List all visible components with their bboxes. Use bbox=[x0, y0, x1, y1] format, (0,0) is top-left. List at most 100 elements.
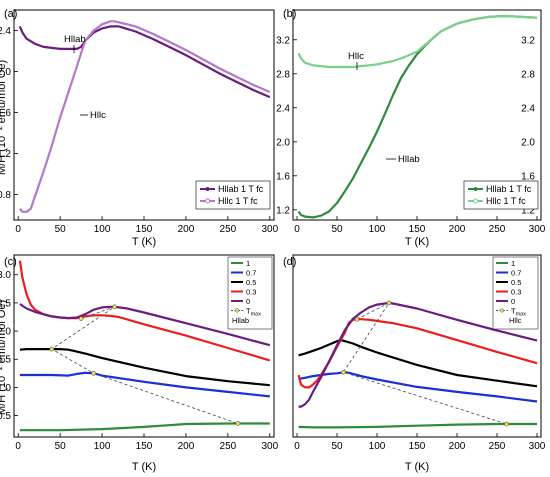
annotation-a-hllab: Hllab bbox=[64, 34, 86, 45]
tmax-point-c-1 bbox=[112, 304, 117, 310]
xtick-label-c-2: 100 bbox=[94, 441, 111, 452]
legend-d-label-4: 0 bbox=[511, 297, 515, 306]
xtick-label-a-3: 150 bbox=[136, 224, 153, 235]
legend-c-label-5: Tmax bbox=[246, 306, 261, 317]
panel-b-xlabel: T (K) bbox=[405, 236, 429, 248]
tmax-point-d-3 bbox=[504, 421, 509, 427]
ylabel-bottom: M/H (10⁻² emu/mol Oe) bbox=[0, 300, 8, 415]
panel-a-xlabel: T (K) bbox=[132, 236, 156, 248]
xtick-label-c-6: 300 bbox=[261, 441, 278, 452]
series-line-d-4 bbox=[298, 301, 538, 408]
panel-d: (d) 0 50 100 150 200 250 300 T (K) Hllc 10.70.… bbox=[283, 254, 546, 473]
ytick-label-a-3: 2.0 bbox=[0, 67, 11, 78]
ylabel-top: M/H (10⁻² emu/mol Oe) bbox=[0, 60, 8, 175]
xtick-label-d-1: 50 bbox=[331, 441, 343, 452]
xtick-label-a-0: 0 bbox=[15, 224, 21, 235]
ytick-label-a-1: 1.2 bbox=[0, 149, 11, 160]
tmax-point-d-0 bbox=[354, 316, 360, 322]
legend-c-label-4: 0 bbox=[246, 297, 250, 306]
ytick-label-b-0: 1.2 bbox=[276, 205, 290, 216]
panel-a-plot: 0 50 100 150 200 250 300 0.8 1.2 1.6 2.0 2.4 bbox=[0, 20, 279, 235]
series-line-c-4 bbox=[19, 303, 271, 347]
legend-d-label-5: Tmax bbox=[511, 306, 526, 317]
panel-d-label: (d) bbox=[283, 256, 296, 268]
ylabel-top-text: M/H (10⁻² emu/mol Oe) bbox=[0, 60, 8, 175]
series-line-a-0 bbox=[18, 25, 271, 99]
ytick-label-a-0: 0.8 bbox=[0, 190, 11, 201]
tmax-point-c-0 bbox=[78, 316, 84, 321]
legend-b-marker-1 bbox=[473, 198, 478, 204]
panel-d-xlabel: T (K) bbox=[405, 461, 429, 473]
ytick-label-b-3: 2.4 bbox=[276, 103, 290, 114]
series-line-c-1 bbox=[19, 371, 270, 398]
ytick-label-b-1: 1.6 bbox=[276, 171, 290, 182]
legend-a-box bbox=[195, 180, 271, 210]
xtick-label-b-0: 0 bbox=[294, 224, 300, 235]
legend-a-label-1: Hllc 1 T fc bbox=[218, 196, 258, 206]
xtick-label-d-4: 200 bbox=[449, 441, 466, 452]
xtick-label-b-2: 100 bbox=[369, 224, 386, 235]
legend-c-label-1: 0.7 bbox=[246, 268, 256, 277]
tmax-point-d-2 bbox=[341, 369, 346, 375]
legend-c-label-2: 0.5 bbox=[246, 278, 256, 287]
series-line-d-0 bbox=[298, 422, 537, 429]
ytick-right-label-b-5: 3.2 bbox=[521, 35, 535, 46]
legend-c-marker-5 bbox=[234, 308, 240, 313]
annotation-a-hllc: Hllc bbox=[90, 110, 106, 121]
series-line-d-3 bbox=[297, 318, 538, 389]
xtick-label-b-6: 300 bbox=[529, 224, 546, 235]
xtick-label-c-3: 150 bbox=[136, 441, 153, 452]
ytick-label-a-2: 1.6 bbox=[0, 108, 11, 119]
ytick-label-b-2: 2.0 bbox=[276, 137, 290, 148]
series-line-d-5 bbox=[342, 302, 507, 425]
panel-c-plot: 0 50 100 150 200 250 300 0.5 1.0 1.5 2.0 2.5 3.0 bbox=[0, 260, 279, 452]
panel-a-frame bbox=[13, 9, 275, 221]
xtick-label-a-2: 100 bbox=[94, 224, 111, 235]
legend-d-label-2: 0.5 bbox=[511, 278, 521, 287]
panel-c-xlabel: T (K) bbox=[132, 461, 156, 473]
legend-c-label-sub: max bbox=[251, 311, 262, 317]
legend-b-marker-0 bbox=[473, 187, 478, 191]
xtick-label-a-6: 300 bbox=[261, 224, 278, 235]
annotation-b-hllab: Hllab bbox=[398, 154, 420, 165]
xtick-label-b-1: 50 bbox=[331, 224, 343, 235]
xtick-label-c-4: 200 bbox=[178, 441, 195, 452]
panel-c-frame bbox=[13, 254, 275, 438]
ytick-label-b-4: 2.8 bbox=[276, 69, 290, 80]
legend-b: Hllab 1 T fc Hllc 1 T fc bbox=[463, 180, 539, 210]
legend-d-label-3: 0.3 bbox=[511, 287, 521, 296]
xtick-label-d-3: 150 bbox=[409, 441, 426, 452]
ytick-right-label-b-3: 2.4 bbox=[521, 103, 535, 114]
ytick-label-c-1: 1.0 bbox=[0, 383, 11, 394]
legend-c-note: Hllab bbox=[232, 316, 249, 325]
ytick-right-label-b-0: 1.2 bbox=[521, 205, 535, 216]
ylabel-bottom-text: M/H (10⁻² emu/mol Oe) bbox=[0, 300, 8, 415]
ytick-right-label-b-2: 2.0 bbox=[521, 137, 535, 148]
xtick-label-c-0: 0 bbox=[15, 441, 21, 452]
ytick-label-c-3: 2.0 bbox=[0, 327, 11, 338]
series-line-d-2 bbox=[298, 339, 538, 388]
legend-d-box bbox=[492, 256, 539, 330]
panel-d-frame bbox=[292, 254, 542, 438]
tmax-point-c-4 bbox=[235, 421, 241, 426]
ytick-right-label-b-1: 1.6 bbox=[521, 171, 535, 182]
panel-b-plot: 0 50 100 150 200 250 300 1.2 1.6 2.0 2.4 2.8 3.2 1.2 1… bbox=[276, 14, 546, 235]
xtick-label-d-6: 300 bbox=[529, 441, 546, 452]
panel-b-frame bbox=[292, 9, 542, 221]
ytick-label-b-5: 3.2 bbox=[276, 35, 290, 46]
panel-c-label: (c) bbox=[4, 256, 17, 268]
xtick-label-d-0: 0 bbox=[294, 441, 300, 452]
legend-d-label-1: 0.7 bbox=[511, 268, 521, 277]
panel-b: (b) 0 50 100 150 200 250 3001.21.62.02.42.83.2… bbox=[276, 8, 546, 248]
panel-d-plot: 0 50 100 150 200 250 300 bbox=[294, 300, 546, 452]
legend-d-marker-5 bbox=[499, 308, 505, 313]
ytick-label-c-2: 1.5 bbox=[0, 355, 11, 366]
legend-c-label-3: 0.3 bbox=[246, 287, 256, 296]
xtick-label-d-2: 100 bbox=[369, 441, 386, 452]
legend-a-marker-0 bbox=[205, 187, 210, 191]
legend-a: Hllab 1 T fc Hllc 1 T fc bbox=[195, 180, 271, 210]
xtick-label-a-4: 200 bbox=[178, 224, 195, 235]
annotation-b-hllc: Hllc bbox=[348, 51, 364, 62]
